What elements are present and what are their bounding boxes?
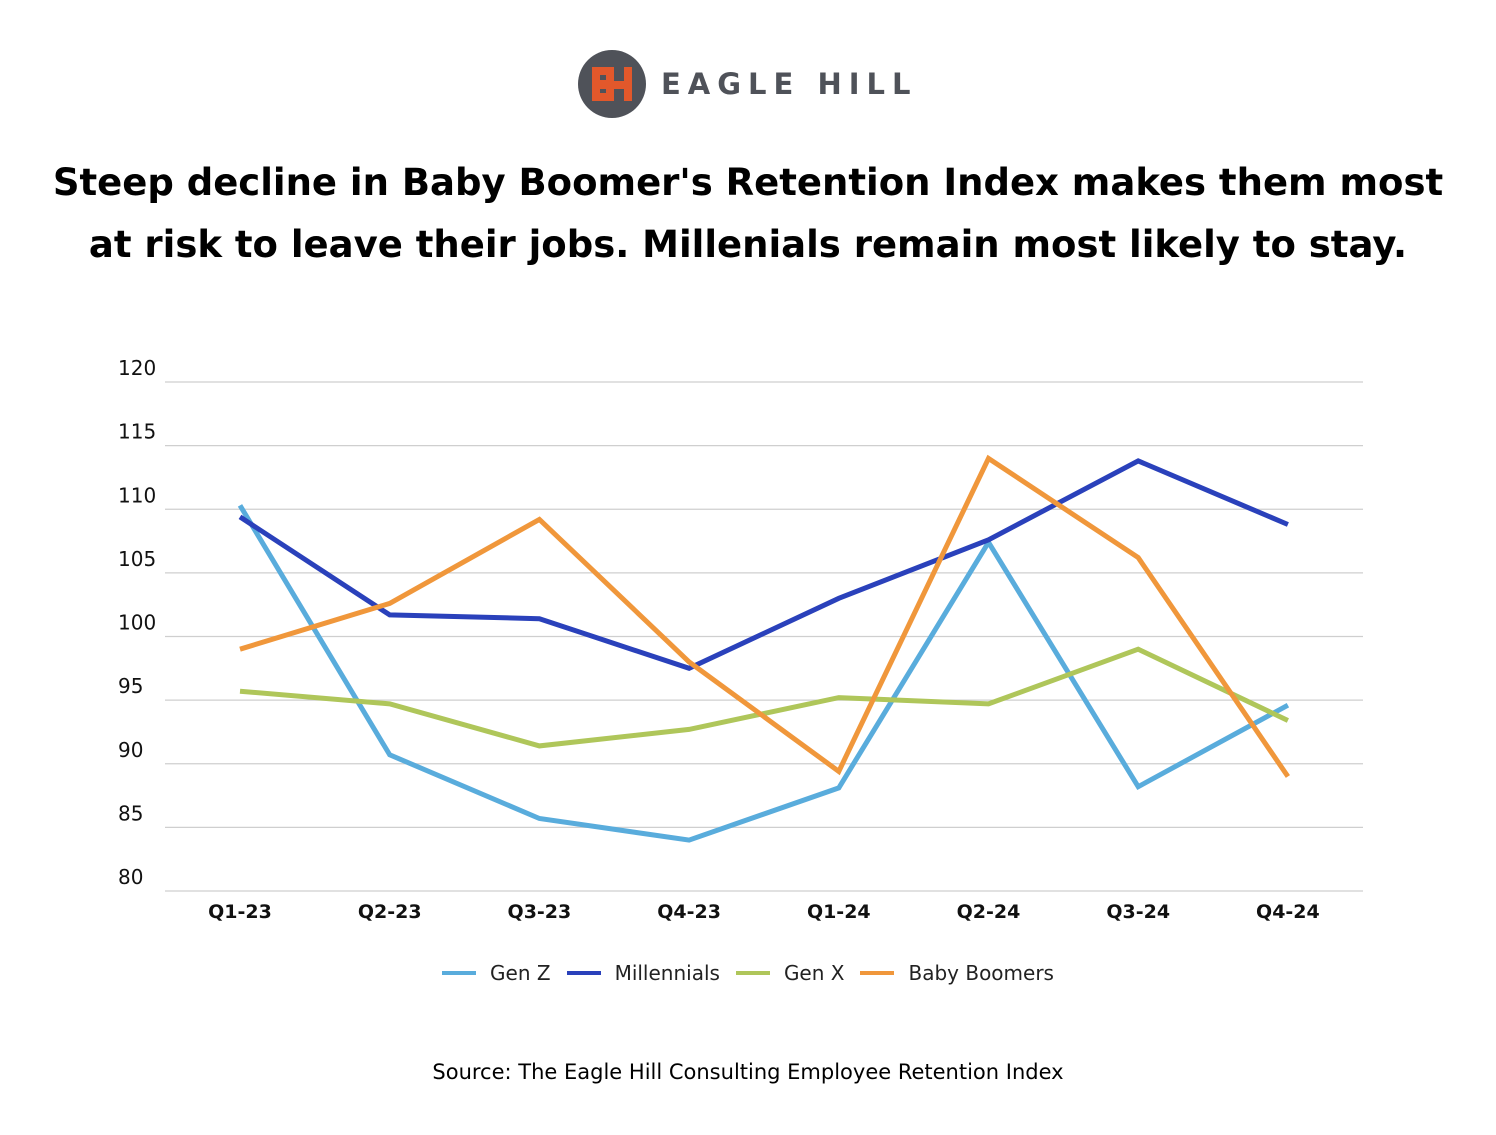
- line-chart: 80 85 90 95 100 105 110 115 120 Q1-23 Q2-23 Q3-23 Q4…: [118, 356, 1363, 923]
- series-gen-z: [237, 504, 1290, 843]
- series-line-millennials: [238, 458, 1289, 671]
- legend-swatch: [860, 971, 895, 975]
- legend-item-gen-z: Gen Z: [442, 961, 551, 985]
- y-tick-label: 90: [118, 738, 143, 762]
- series-line-baby-boomers: [239, 454, 1290, 778]
- x-tick-label: Q3-24: [1106, 901, 1170, 923]
- y-tick-label: 115: [118, 420, 156, 444]
- y-tick-label: 120: [118, 356, 156, 380]
- eagle-hill-logo-icon: [578, 50, 646, 118]
- x-tick-label: Q4-23: [657, 901, 721, 923]
- x-tick-label: Q4-24: [1256, 901, 1320, 923]
- legend-label: Baby Boomers: [908, 961, 1054, 985]
- brand-name: EAGLE HILL: [661, 67, 918, 101]
- legend-label: Gen Z: [490, 961, 551, 985]
- chart-title-line-2: at risk to leave their jobs. Millenials …: [88, 223, 1408, 266]
- y-gridlines: [165, 381, 1363, 892]
- chart-legend: Gen Z Millennials Gen X Baby Boomers: [0, 961, 1496, 985]
- series-line-gen-z: [237, 504, 1290, 843]
- x-tick-label: Q2-24: [957, 901, 1021, 923]
- legend-swatch: [442, 971, 477, 975]
- legend-item-gen-x: Gen X: [735, 961, 845, 985]
- x-axis-tick-labels: Q1-23 Q2-23 Q3-23 Q4-23 Q1-24 Q2-24 Q3-24 Q4-24: [208, 901, 1320, 923]
- chart-title-line-1: Steep decline in Baby Boomer's Retention…: [52, 161, 1444, 204]
- y-tick-label: 100: [118, 611, 156, 635]
- series-line-gen-x: [239, 646, 1289, 749]
- x-tick-label: Q3-23: [508, 901, 572, 923]
- legend-swatch: [566, 971, 601, 975]
- y-tick-label: 85: [118, 801, 143, 825]
- y-tick-label: 110: [118, 483, 156, 507]
- legend-label: Gen X: [783, 961, 845, 985]
- x-tick-label: Q1-23: [208, 901, 272, 923]
- chart-title: Steep decline in Baby Boomer's Retention…: [20, 152, 1476, 276]
- y-axis-tick-labels: 80 85 90 95 100 105 110 115 120: [118, 356, 156, 889]
- x-tick-label: Q1-24: [807, 901, 871, 923]
- source-note: Source: The Eagle Hill Consulting Employ…: [432, 1060, 1064, 1084]
- series-baby-boomers: [239, 454, 1290, 778]
- x-tick-label: Q2-23: [358, 901, 422, 923]
- legend-item-baby-boomers: Baby Boomers: [860, 961, 1054, 985]
- series-millennials: [238, 458, 1289, 671]
- legend-label: Millennials: [614, 961, 720, 985]
- y-tick-label: 95: [118, 674, 143, 698]
- legend-item-millennials: Millennials: [566, 961, 720, 985]
- series-gen-x: [239, 646, 1289, 749]
- brand-logo: EAGLE HILL: [578, 50, 917, 118]
- y-tick-label: 105: [118, 547, 156, 571]
- y-tick-label: 80: [118, 865, 143, 889]
- legend-swatch: [735, 971, 770, 975]
